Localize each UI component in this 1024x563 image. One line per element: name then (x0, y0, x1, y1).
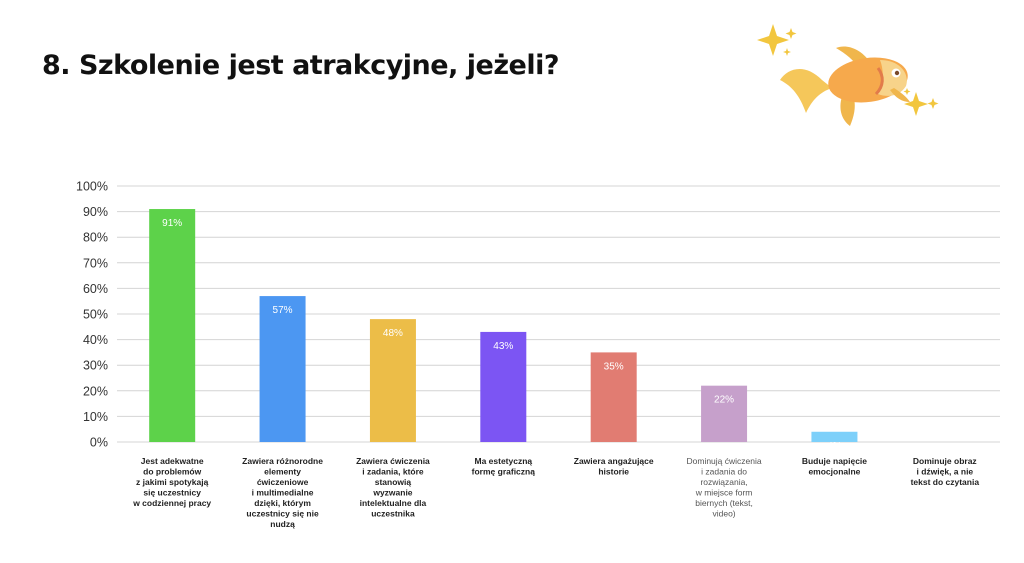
y-tick-label: 20% (83, 384, 108, 398)
bar (701, 385, 748, 442)
category-label: Buduje napięcie emocjonalne (802, 456, 867, 477)
category-label: Ma estetyczną formę graficzną (472, 456, 536, 477)
category-label: Zawiera różnorodne elementy ćwiczeniowe i m… (242, 456, 323, 529)
y-tick-label: 0% (90, 436, 108, 450)
y-tick-label: 60% (83, 282, 108, 296)
page-title: 8. Szkolenie jest atrakcyjne, jeżeli? (42, 50, 560, 81)
bar (590, 352, 637, 442)
bar-value-label: 48% (383, 328, 403, 339)
bar (149, 209, 196, 442)
y-tick-label: 30% (83, 359, 108, 373)
bars (149, 209, 858, 442)
y-tick-label: 40% (83, 333, 108, 347)
bar (369, 319, 416, 442)
y-tick-label: 80% (83, 231, 108, 245)
bar (480, 331, 527, 442)
bar-value-label: 22% (714, 395, 734, 406)
bar-value-label: 43% (493, 341, 513, 352)
category-label: Dominują ćwiczenia i zadania do rozwiązani… (687, 456, 762, 519)
bar-value-label: 91% (162, 218, 182, 229)
y-tick-label: 70% (83, 256, 108, 270)
bar (259, 296, 306, 442)
bar-value-label: 35% (604, 361, 624, 372)
bar (811, 431, 858, 442)
fish-icon (780, 46, 910, 126)
y-tick-label: 50% (83, 308, 108, 322)
category-label: Zawiera ćwiczenia i zadania, które stanowi… (356, 456, 430, 519)
category-labels: Jest adekwatne do problemów z jakimi spoty… (132, 456, 979, 529)
y-tick-label: 100% (76, 180, 108, 194)
bar-value-labels: 91% 57% 48% 43% 35% 22% 4% (162, 218, 842, 452)
bar-value-label: 57% (273, 305, 293, 316)
bar-value-label: 4% (827, 441, 842, 452)
category-label: Dominuje obraz i dźwięk, a nie tekst do cz… (911, 456, 980, 487)
gridlines (117, 185, 1000, 443)
y-axis-ticks: 0% 10% 20% 30% 40% 50% 60% 70% 80% 90% 100% (76, 180, 108, 450)
goldfish-illustration (757, 24, 939, 126)
category-label: Zawiera angażujące historie (574, 456, 654, 477)
y-tick-label: 10% (83, 410, 108, 424)
sparkle-icon (903, 88, 939, 116)
sparkle-icon (757, 24, 797, 56)
category-label: Jest adekwatne do problemów z jakimi spoty… (132, 456, 211, 508)
y-tick-label: 90% (83, 205, 108, 219)
